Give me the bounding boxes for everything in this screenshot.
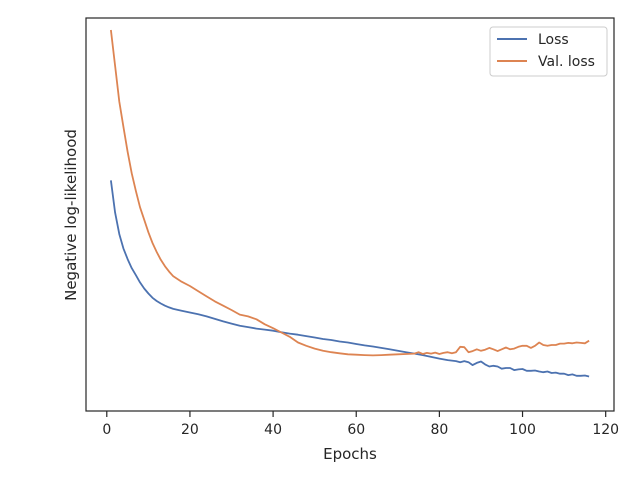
legend-label-val-loss: Val. loss — [538, 54, 595, 70]
y-axis-label: Negative log-likelihood — [62, 129, 80, 301]
x-tick-label: 0 — [102, 422, 111, 438]
x-axis-ticks: 0 20 40 60 80 100 120 — [102, 411, 619, 438]
legend-label-loss: Loss — [538, 32, 569, 48]
plot-frame — [85, 17, 615, 412]
x-tick-label: 120 — [592, 422, 619, 438]
x-tick-label: 40 — [264, 422, 282, 438]
x-axis-label: Epochs — [323, 445, 377, 463]
x-tick-label: 20 — [181, 422, 199, 438]
plot-lines — [110, 29, 590, 378]
legend: Loss Val. loss — [489, 26, 608, 77]
x-tick-label: 60 — [347, 422, 365, 438]
series-line-val-loss — [110, 29, 590, 357]
x-tick-label: 100 — [509, 422, 536, 438]
x-tick-label: 80 — [430, 422, 448, 438]
series-line-loss — [110, 180, 590, 378]
